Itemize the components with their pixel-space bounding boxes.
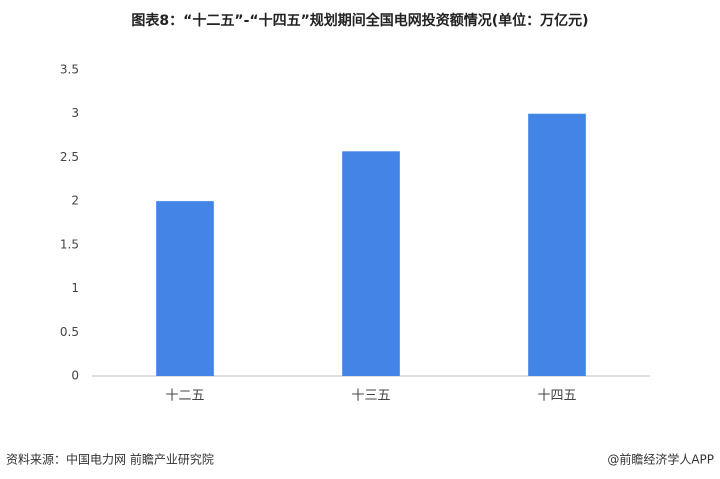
x-tick-label: 十三五 (351, 389, 390, 404)
y-tick-label: 1 (71, 281, 79, 295)
y-tick-label: 0.5 (60, 325, 79, 339)
y-tick-label: 1.5 (60, 237, 79, 251)
source: 资料来源：中国电力网 前瞻产业研究院 (6, 452, 214, 467)
y-tick-label: 2 (71, 194, 79, 208)
x-tick-label: 十四五 (537, 389, 576, 404)
y-tick-label: 3 (71, 106, 79, 120)
credit: @前瞻经济学人APP (607, 452, 714, 467)
bar (156, 201, 214, 376)
bar (528, 113, 586, 376)
chart-title: 图表8：“十二五”-“十四五”规划期间全国电网投资额情况(单位：万亿元) (131, 12, 588, 29)
x-tick-label: 十二五 (165, 389, 204, 404)
y-tick-label: 2.5 (60, 150, 79, 164)
y-tick-label: 0 (71, 369, 79, 383)
y-tick-label: 3.5 (60, 63, 79, 77)
bar (342, 151, 400, 376)
